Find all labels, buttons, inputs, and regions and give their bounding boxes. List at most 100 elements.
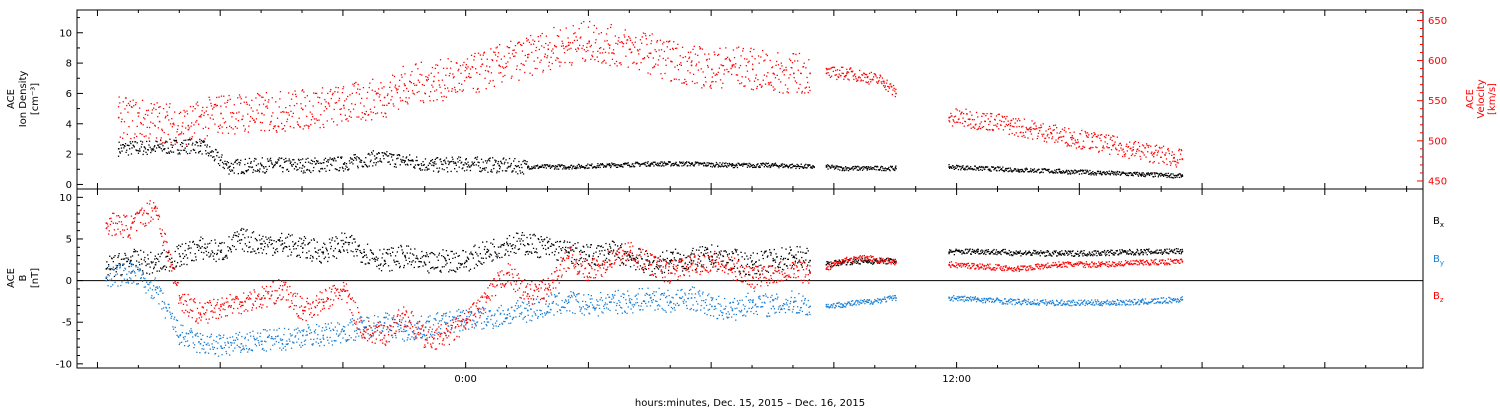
data-point: [474, 244, 476, 246]
data-point: [416, 84, 418, 86]
data-point: [458, 68, 460, 70]
data-point: [1143, 173, 1145, 175]
data-point: [214, 103, 217, 106]
data-point: [1043, 140, 1045, 142]
data-point: [985, 115, 987, 117]
data-point: [409, 252, 411, 254]
data-point: [273, 240, 275, 242]
data-point: [165, 256, 167, 258]
data-point: [327, 260, 329, 263]
data-point: [973, 126, 975, 128]
data-point: [162, 145, 164, 147]
data-point: [327, 253, 329, 255]
data-point: [276, 250, 279, 253]
data-point: [756, 87, 758, 90]
data-point: [451, 269, 453, 272]
data-point: [1124, 172, 1126, 174]
data-point: [788, 77, 790, 79]
data-point: [650, 40, 653, 42]
data-point: [302, 158, 304, 160]
data-point: [160, 253, 162, 255]
data-point: [686, 83, 688, 85]
data-point: [423, 163, 425, 166]
data-point: [1095, 174, 1097, 176]
data-point: [342, 86, 345, 88]
data-point: [673, 41, 675, 43]
data-point: [191, 138, 193, 140]
data-point: [257, 112, 259, 114]
data-point: [1040, 171, 1043, 173]
data-point: [1168, 175, 1171, 177]
data-point: [559, 240, 562, 243]
data-point: [480, 158, 483, 160]
data-point: [1161, 173, 1163, 175]
data-point: [1096, 146, 1098, 149]
data-point: [366, 243, 369, 245]
data-point: [1176, 159, 1179, 161]
data-point: [347, 169, 349, 171]
data-point: [317, 96, 319, 98]
data-point: [580, 36, 582, 38]
data-point: [718, 67, 720, 69]
data-point: [303, 239, 305, 242]
data-point: [804, 164, 806, 166]
data-point: [395, 166, 397, 168]
data-point: [417, 68, 419, 70]
data-point: [198, 249, 200, 251]
data-point: [806, 76, 808, 79]
data-point: [212, 118, 214, 120]
data-point: [232, 236, 234, 238]
data-point: [665, 59, 667, 61]
data-point: [115, 271, 117, 273]
data-point: [733, 265, 736, 267]
data-point: [675, 78, 677, 80]
data-point: [773, 248, 775, 251]
data-point: [1072, 142, 1074, 144]
data-point: [597, 60, 599, 63]
data-point: [447, 171, 449, 173]
data-point: [785, 69, 788, 71]
data-point: [145, 135, 147, 137]
data-point: [323, 110, 325, 112]
data-point: [640, 62, 642, 64]
data-point: [219, 250, 221, 252]
data-point: [614, 35, 616, 37]
data-point: [735, 74, 737, 76]
data-point: [846, 72, 848, 75]
data-point: [255, 97, 257, 99]
data-point: [732, 252, 735, 254]
data-point: [783, 69, 785, 71]
data-point: [475, 251, 477, 253]
data-point: [317, 101, 320, 104]
data-point: [412, 92, 414, 94]
data-point: [493, 246, 495, 248]
data-point: [1064, 142, 1066, 144]
data-point: [390, 156, 393, 158]
data-point: [382, 152, 384, 154]
data-point: [396, 260, 398, 262]
data-point: [486, 241, 488, 243]
data-point: [112, 261, 114, 263]
data-point: [989, 129, 991, 131]
data-point: [413, 93, 415, 95]
data-point: [179, 245, 182, 248]
data-point: [560, 249, 563, 252]
data-point: [797, 60, 799, 62]
data-point: [634, 41, 636, 43]
data-point: [789, 74, 791, 76]
density-tick-label: 2: [66, 150, 72, 161]
data-point: [1062, 170, 1064, 172]
data-point: [532, 166, 535, 169]
data-point: [431, 66, 434, 69]
data-point: [780, 163, 782, 165]
data-point: [175, 139, 178, 141]
data-point: [794, 165, 796, 167]
data-point: [1126, 143, 1128, 145]
data-point: [830, 261, 832, 263]
data-point: [891, 166, 893, 169]
data-point: [138, 112, 140, 114]
data-point: [475, 263, 477, 265]
data-point: [182, 133, 185, 135]
data-point: [1096, 172, 1098, 174]
data-point: [208, 256, 210, 258]
